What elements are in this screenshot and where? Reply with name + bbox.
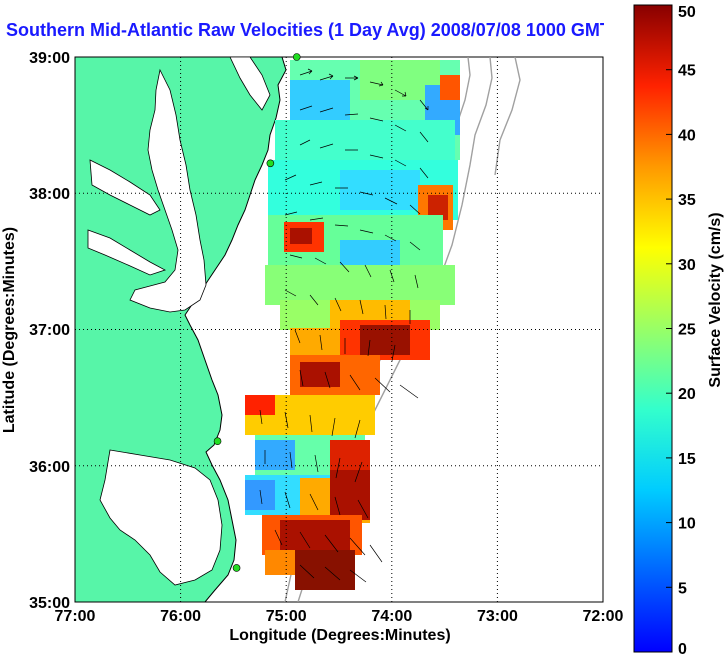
colorbar-tick-label: 15 [678, 451, 696, 468]
x-tick-label: 77:00 [55, 608, 96, 625]
pamlico-sound [99, 449, 223, 586]
colorbar-tick-label: 10 [678, 516, 696, 533]
colorbar-tick-label: 50 [678, 4, 696, 21]
x-tick-label: 74:00 [371, 608, 412, 625]
colorbar-label: Surface Velocity (cm/s) [707, 212, 724, 387]
station-marker [292, 53, 301, 61]
x-tick-label: 76:00 [160, 608, 201, 625]
station-marker [232, 564, 241, 572]
station-marker [213, 437, 222, 446]
y-tick-label: 37:00 [29, 322, 70, 339]
y-tick-label: 36:00 [29, 459, 70, 476]
station-marker [266, 159, 275, 168]
x-tick-label: 72:00 [583, 608, 624, 625]
y-tick-label: 35:00 [29, 595, 70, 612]
colorbar-tick-label: 40 [678, 127, 696, 144]
x-axis: 77:00 76:00 75:00 74:00 73:00 72:00 Long… [55, 608, 624, 644]
y-axis-label: Latitude (Degrees:Minutes) [1, 227, 18, 433]
y-tick-label: 39:00 [29, 50, 70, 67]
colorbar-tick-label: 25 [678, 322, 696, 339]
x-axis-label: Longitude (Degrees:Minutes) [229, 627, 450, 644]
y-axis: 39:00 38:00 37:00 36:00 35:00 Latitude (… [1, 50, 70, 612]
colorbar-tick-label: 20 [678, 386, 696, 403]
x-tick-label: 75:00 [266, 608, 307, 625]
map-title: Southern Mid-Atlantic Raw Velocities (1 … [6, 20, 604, 40]
station-markers [213, 53, 301, 572]
grid-lines [75, 57, 603, 602]
current-vectors [259, 68, 429, 583]
colorbar-tick-label: 0 [678, 641, 687, 658]
y-tick-label: 38:00 [29, 186, 70, 203]
colorbar-tick-label: 35 [678, 192, 696, 209]
colorbar-scale [633, 4, 673, 653]
x-tick-label: 73:00 [477, 608, 518, 625]
colorbar-tick-label: 5 [678, 580, 687, 597]
colorbar: 0 5 10 15 20 25 30 35 40 45 50 Surface Velocity (c… [633, 4, 724, 658]
chesapeake-bay [129, 68, 207, 313]
colorbar-tick-label: 45 [678, 63, 696, 80]
colorbar-tick-label: 30 [678, 257, 696, 274]
